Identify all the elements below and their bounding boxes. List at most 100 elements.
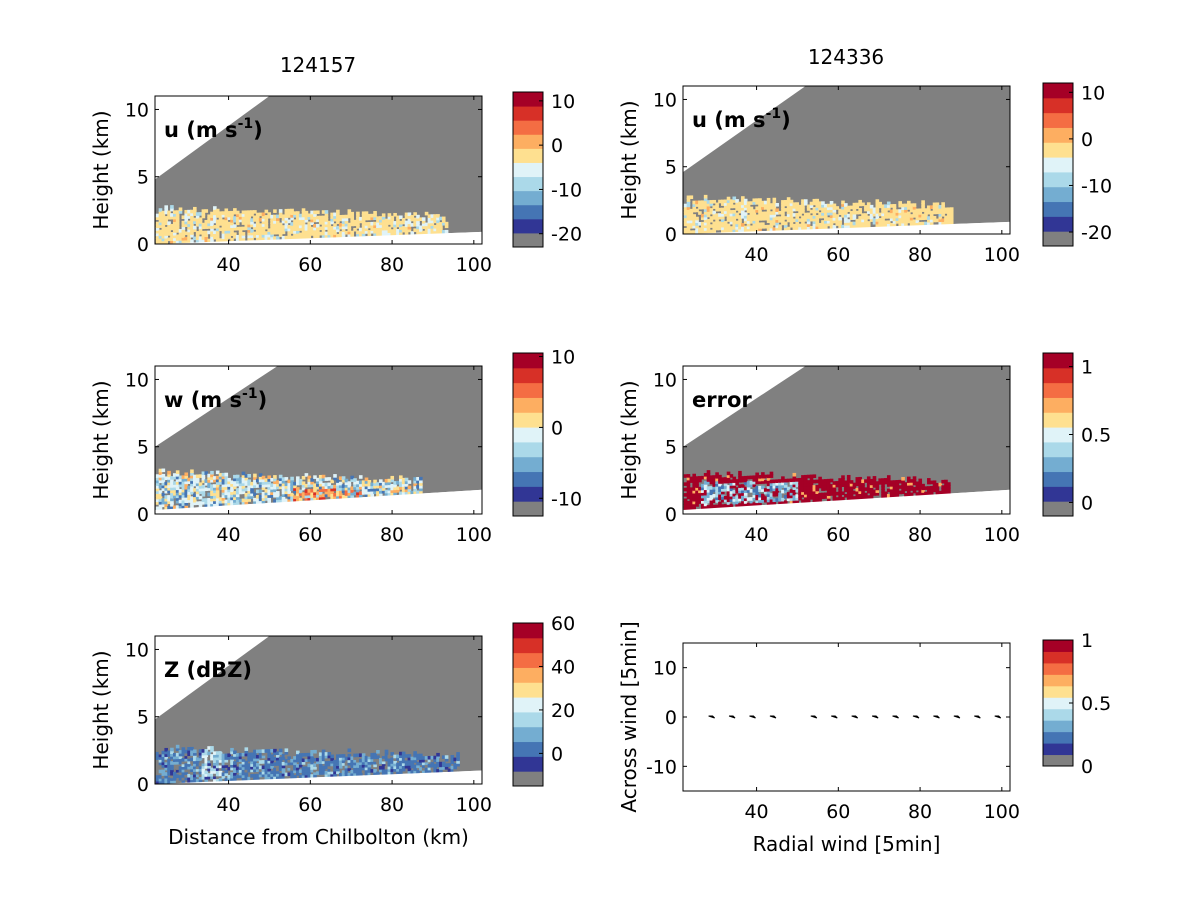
heatmap-cell — [866, 479, 871, 483]
heatmap-cell — [376, 492, 380, 497]
heatmap-cell — [341, 478, 346, 483]
heatmap-cell — [255, 754, 260, 759]
heatmap-cell — [284, 217, 289, 221]
heatmap-cell — [416, 753, 420, 758]
heatmap-cell — [387, 757, 392, 762]
heatmap-cell — [384, 765, 389, 770]
heatmap-cell — [821, 203, 825, 208]
heatmap-cell — [924, 213, 928, 218]
heatmap-cell — [187, 225, 191, 230]
heatmap-cell — [772, 200, 777, 205]
colorbar-frame — [1042, 82, 1074, 247]
heatmap-cell — [247, 755, 251, 759]
heatmap-cell — [387, 771, 392, 775]
heatmap-cell — [273, 493, 277, 498]
heatmap-cell — [772, 482, 777, 486]
heatmap-cell — [721, 504, 725, 508]
heatmap-cell — [184, 491, 189, 495]
heatmap-cell — [692, 506, 697, 510]
heatmap-cell — [844, 224, 848, 229]
heatmap-cell — [278, 762, 283, 766]
heatmap-cell — [267, 236, 272, 241]
heatmap-cell — [227, 753, 231, 758]
heatmap-cell — [170, 476, 174, 480]
heatmap-cell — [932, 210, 937, 215]
heatmap-cell — [313, 486, 317, 490]
heatmap-cell — [901, 203, 905, 208]
heatmap-cell — [781, 200, 785, 204]
heatmap-cell — [293, 758, 297, 763]
heatmap-cell — [743, 500, 748, 504]
heatmap-cell — [841, 205, 845, 210]
heatmap-cell — [407, 223, 412, 227]
heatmap-cell — [347, 225, 352, 230]
heatmap-cell — [441, 758, 446, 762]
heatmap-cell — [190, 228, 194, 233]
heatmap-cell — [755, 480, 759, 485]
heatmap-cell — [258, 773, 263, 778]
heatmap-cell — [755, 488, 759, 493]
heatmap-cell — [267, 212, 272, 216]
heatmap-cell — [703, 481, 708, 485]
heatmap-cell — [884, 207, 888, 211]
heatmap-cell — [439, 224, 443, 229]
heatmap-cell — [393, 760, 397, 764]
heatmap-cell — [247, 212, 251, 217]
heatmap-cell — [347, 233, 352, 238]
heatmap-cell — [766, 498, 771, 503]
heatmap-cell — [333, 767, 337, 772]
heatmap-cell — [198, 474, 203, 478]
heatmap-cell — [878, 220, 882, 225]
heatmap-cell — [729, 226, 734, 230]
heatmap-cell — [439, 766, 443, 770]
colorbar-tick-label: -10 — [1081, 175, 1112, 197]
heatmap-cell — [906, 490, 911, 494]
heatmap-cell — [227, 213, 231, 218]
heatmap-cell — [198, 773, 203, 778]
heatmap-cell — [869, 212, 874, 217]
heatmap-cell — [723, 496, 728, 500]
heatmap-cell — [347, 759, 352, 763]
heatmap-cell — [210, 230, 214, 235]
heatmap-cell — [746, 497, 751, 501]
heatmap-cell — [358, 772, 363, 776]
heatmap-cell — [364, 224, 369, 229]
heatmap-cell — [841, 491, 845, 496]
heatmap-cell — [703, 221, 708, 226]
heatmap-cell — [743, 228, 748, 232]
heatmap-cell — [204, 775, 209, 780]
heatmap-cell — [227, 235, 231, 239]
heatmap-cell — [330, 226, 334, 230]
heatmap-cell — [373, 224, 377, 229]
heatmap-cell — [881, 217, 885, 222]
heatmap-cell — [304, 752, 309, 757]
heatmap-cell — [404, 212, 409, 217]
heatmap-cell — [921, 221, 925, 226]
heatmap-cell — [738, 201, 742, 206]
heatmap-cell — [356, 222, 360, 227]
heatmap-cell — [264, 209, 269, 214]
heatmap-cell — [213, 484, 217, 488]
heatmap-cell — [167, 769, 171, 773]
heatmap-cell — [301, 771, 306, 776]
heatmap-cell — [356, 494, 360, 498]
heatmap-cell — [224, 478, 229, 482]
heatmap-cell — [390, 231, 395, 236]
heatmap-cell — [290, 498, 294, 502]
heatmap-cell — [247, 237, 251, 241]
heatmap-cell — [290, 764, 294, 768]
heatmap-cell — [786, 210, 791, 215]
heatmap-cell — [430, 230, 435, 235]
heatmap-cell — [287, 764, 292, 769]
heatmap-cell — [210, 214, 214, 218]
heatmap-cell — [700, 505, 705, 510]
heatmap-cell — [824, 217, 828, 221]
heatmap-cell — [190, 220, 194, 225]
heatmap-cell — [718, 477, 722, 482]
mask-region — [155, 366, 482, 510]
heatmap-cell — [204, 500, 209, 505]
heatmap-cell — [267, 749, 272, 753]
heatmap-cell — [190, 472, 194, 476]
heatmap-cell — [855, 479, 860, 484]
heatmap-cell — [161, 487, 166, 491]
